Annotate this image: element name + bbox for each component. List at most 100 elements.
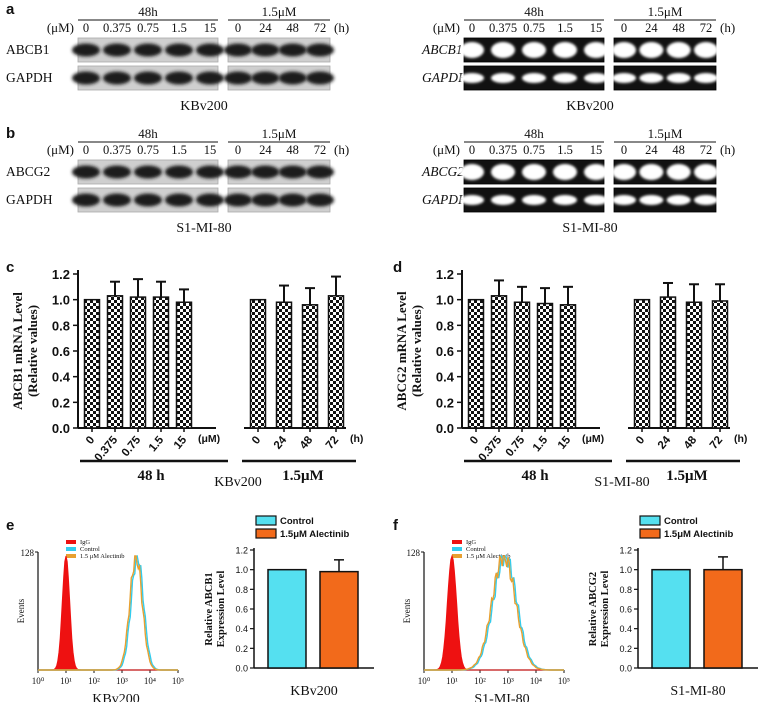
chart-caption: KBv200	[92, 692, 139, 702]
western-band	[165, 71, 193, 85]
y-tick-label: 0.4	[235, 624, 248, 634]
pcr-band	[639, 42, 664, 58]
x-tick-label: 0	[250, 434, 263, 447]
western-band	[196, 43, 224, 57]
x-unit-right: (h)	[350, 433, 363, 445]
blot-lane-label: 0.375	[103, 143, 131, 157]
y-axis-label: ABCG2 mRNA Level	[394, 291, 409, 411]
y-tick-label: 0.2	[235, 644, 248, 654]
western-band	[103, 165, 131, 179]
blot-lane-label: 0	[621, 143, 627, 157]
pcr-band	[612, 73, 636, 83]
western-band	[251, 193, 280, 207]
blot-lane-label: 1.5	[171, 143, 187, 157]
y-tick-label: 0.4	[52, 370, 71, 385]
legend-label: 1.5 μM Alectinib	[466, 553, 510, 560]
blot-group-header: 48h	[138, 4, 158, 19]
x-unit-left: (μM)	[198, 433, 220, 445]
blot-caption: S1-MI-80	[176, 221, 231, 236]
y-tick-label: 1.0	[436, 293, 454, 308]
y-tick-label: 0.6	[619, 605, 632, 615]
blot-unit-right: (h)	[334, 20, 349, 35]
group-label: 1.5μM	[666, 468, 707, 484]
western-band	[72, 71, 100, 85]
x-tick-label: 1.5	[531, 434, 551, 454]
blot-caption: KBv200	[566, 99, 613, 114]
chart-f-hist: 128 Events 10⁰ 10¹ 10² 10³ 10⁴ 10⁵ IgGControl1.5…	[402, 539, 570, 702]
histogram-igg	[38, 555, 178, 671]
blot-group-header: 1.5μM	[262, 4, 297, 19]
pcr-band	[584, 164, 608, 180]
chart-d: 0.0 0.2 0.4 0.6 0.8 1.0 1.2 ABCG2 mRNA Level (Re…	[394, 267, 747, 490]
western-band	[72, 165, 100, 179]
x-tick-label: 72	[324, 434, 341, 452]
pcr-band	[666, 73, 691, 83]
pcr-band	[694, 195, 718, 205]
blot-row-label: ABCB1	[6, 42, 50, 57]
y-tick-label: 0.6	[235, 605, 248, 615]
western-band	[278, 165, 307, 179]
x-tick-label: 48	[682, 434, 700, 452]
western-band	[165, 43, 193, 57]
bar	[249, 298, 267, 429]
y-tick-label: 0.0	[619, 664, 632, 674]
bar	[301, 304, 319, 429]
blot-lane-label: 0	[83, 143, 89, 157]
blot-lane-label: 0.75	[137, 21, 159, 35]
western-band	[196, 165, 224, 179]
blot-group-header: 1.5μM	[262, 126, 297, 141]
pcr-band	[694, 73, 718, 83]
y-tick-label: 0.4	[436, 370, 455, 385]
chart-e-bar: 0.0 0.2 0.4 0.6 0.8 1.0 1.2 Relative ABCB1 Expre…	[204, 515, 374, 699]
chart-caption: S1-MI-80	[474, 692, 529, 702]
blot-unit-right: (h)	[334, 142, 349, 157]
x-tick-label: 0.375	[93, 434, 121, 464]
blot-lane-label: 0.75	[137, 143, 159, 157]
x-tick-label: 0.75	[120, 434, 144, 459]
y-tick-label: 0.2	[436, 395, 454, 410]
pcr-band	[522, 73, 546, 83]
blot-row-label: ABCG2	[6, 164, 50, 179]
legend-swatch	[452, 547, 462, 551]
legend-label: IgG	[80, 539, 90, 546]
x-tick-label: 10²	[88, 676, 100, 686]
pcr-band	[460, 42, 484, 58]
x-tick-label: 10⁴	[530, 676, 542, 686]
blot-lane-label: 15	[204, 143, 217, 157]
pcr-band	[612, 164, 636, 180]
legend-label: Control	[80, 546, 100, 553]
western-band	[251, 165, 280, 179]
blot-row-label: GAPDH	[422, 70, 469, 85]
blot-a-western: 48h 1.5μM (μM) (h) 0 0.375 0.75 1.5 15 0 24 48 72 ABC…	[6, 4, 349, 114]
blot-group-header: 48h	[138, 126, 158, 141]
blot-caption: S1-MI-80	[562, 221, 617, 236]
pcr-band	[522, 164, 546, 180]
y-tick-label: 0.0	[436, 421, 454, 436]
y-tick-label: 1.0	[52, 293, 70, 308]
western-band	[278, 193, 307, 207]
chart-caption: S1-MI-80	[594, 475, 649, 490]
legend-label: Control	[280, 516, 314, 527]
pcr-band	[584, 195, 608, 205]
legend-swatch	[66, 554, 76, 558]
x-tick-label: 0	[634, 434, 647, 447]
western-band	[306, 165, 334, 179]
x-tick-label: 72	[708, 434, 725, 452]
blot-row-label: GAPDH	[422, 192, 469, 207]
western-band	[306, 43, 334, 57]
bar	[513, 301, 531, 429]
blot-group-header: 48h	[524, 4, 544, 19]
pcr-band	[612, 195, 636, 205]
blot-unit-left: (μM)	[47, 20, 74, 35]
x-tick-label: 10⁰	[32, 676, 45, 686]
blot-lane-label: 1.5	[557, 21, 573, 35]
histogram-curve	[424, 555, 564, 671]
blot-lane-label: 0	[235, 21, 241, 35]
x-tick-label: 0	[468, 434, 481, 447]
blot-lane-label: 0	[469, 21, 475, 35]
blot-row-label: GAPDH	[6, 192, 53, 207]
y-tick-label: 0.6	[436, 344, 454, 359]
x-tick-label: 1.5	[147, 434, 167, 454]
western-band	[224, 71, 252, 85]
y-tick-label: 0.6	[52, 344, 70, 359]
